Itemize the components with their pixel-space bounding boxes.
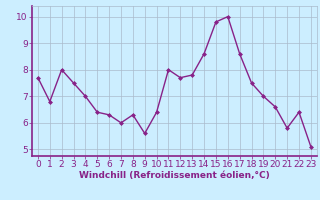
X-axis label: Windchill (Refroidissement éolien,°C): Windchill (Refroidissement éolien,°C) [79, 171, 270, 180]
